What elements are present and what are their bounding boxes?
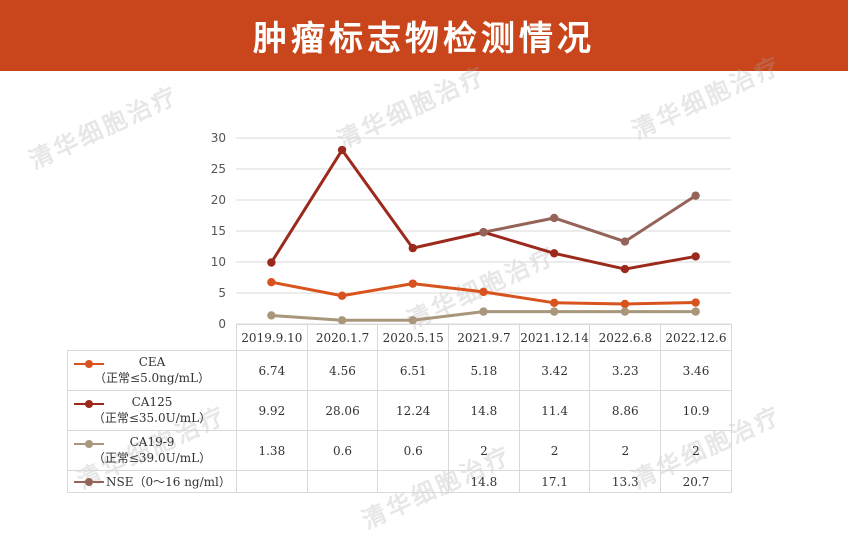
data-point bbox=[691, 191, 700, 200]
data-label bbox=[306, 470, 379, 493]
y-tick-label: 30 bbox=[211, 131, 226, 145]
page-title: 肿瘤标志物检测情况 bbox=[253, 19, 595, 59]
series-name: CA125 bbox=[131, 395, 173, 409]
category-header-row: 2019.9.10 2020.1.7 2020.5.15 2021.9.7 2021.1… bbox=[68, 324, 732, 351]
data-label: 3.46 bbox=[660, 350, 732, 391]
data-label: 8.86 bbox=[589, 390, 662, 431]
x-tick-label: 2020.1.7 bbox=[306, 324, 379, 351]
data-label: 0.6 bbox=[377, 430, 450, 471]
series-normal-range: （正常≤35.0U/mL） bbox=[92, 411, 212, 425]
legend-entry: NSE（0～16 ng/ml） bbox=[67, 470, 237, 493]
data-label: 6.51 bbox=[377, 350, 450, 391]
legend-swatch bbox=[74, 360, 104, 368]
data-label: 9.92 bbox=[236, 390, 308, 431]
data-point bbox=[691, 252, 700, 261]
data-point bbox=[337, 291, 347, 300]
x-tick-label: 2021.9.7 bbox=[448, 324, 520, 351]
data-label: 0.6 bbox=[306, 430, 379, 471]
series-line-1 bbox=[270, 148, 696, 271]
data-point bbox=[550, 213, 559, 223]
series-normal-range: （正常≤39.0U/mL） bbox=[92, 451, 212, 465]
data-label: 1.38 bbox=[236, 430, 308, 471]
data-label: 2 bbox=[518, 430, 591, 471]
data-point bbox=[620, 264, 630, 274]
data-label: 14.8 bbox=[448, 470, 520, 493]
x-tick-label: 2019.9.10 bbox=[236, 324, 308, 351]
x-tick-label: 2022.12.6 bbox=[660, 324, 732, 351]
legend-entry: CEA （正常≤5.0ng/mL） bbox=[67, 350, 237, 391]
x-tick-label: 2022.6.8 bbox=[589, 324, 662, 351]
data-label: 10.9 bbox=[660, 390, 732, 431]
data-point bbox=[620, 307, 630, 316]
data-label: 13.3 bbox=[589, 470, 662, 493]
data-label: 6.74 bbox=[236, 350, 308, 391]
data-point bbox=[550, 298, 559, 307]
y-tick-label: 20 bbox=[211, 193, 226, 207]
x-tick-label: 2021.12.14 bbox=[518, 324, 591, 351]
data-table: 2019.9.10 2020.1.7 2020.5.15 2021.9.7 2021.1… bbox=[67, 324, 732, 493]
y-tick-label: 25 bbox=[211, 162, 226, 176]
series-name: NSE（0～16 ng/ml） bbox=[106, 475, 231, 489]
legend-marker bbox=[85, 400, 93, 408]
y-tick-label: 5 bbox=[218, 286, 226, 300]
y-tick-label: 15 bbox=[211, 224, 226, 238]
data-point bbox=[620, 299, 630, 309]
table-row: CA19-9 （正常≤39.0U/mL） 1.38 0.6 0.6 2 2 2 2 bbox=[67, 430, 732, 471]
data-point bbox=[550, 307, 559, 316]
data-point bbox=[408, 279, 417, 288]
legend-entry: CA125 （正常≤35.0U/mL） bbox=[67, 390, 237, 431]
data-label bbox=[236, 470, 308, 493]
data-label: 5.18 bbox=[448, 350, 520, 391]
data-label: 3.42 bbox=[518, 350, 591, 391]
legend-swatch bbox=[74, 440, 104, 448]
data-label: 3.23 bbox=[589, 350, 662, 391]
legend-entry: CA19-9 （正常≤39.0U/mL） bbox=[67, 430, 237, 471]
data-label bbox=[377, 470, 450, 493]
data-point bbox=[337, 145, 347, 155]
data-label: 14.8 bbox=[448, 390, 520, 431]
data-point bbox=[267, 311, 276, 320]
legend-swatch bbox=[74, 478, 104, 486]
data-point bbox=[479, 228, 488, 237]
data-label: 17.1 bbox=[518, 470, 591, 493]
data-label: 28.06 bbox=[306, 390, 379, 431]
data-point bbox=[620, 237, 630, 246]
y-tick-label: 10 bbox=[211, 255, 226, 269]
data-point bbox=[691, 307, 700, 316]
legend-marker bbox=[85, 440, 93, 448]
table-row: NSE（0～16 ng/ml） 14.8 17.1 13.3 20.7 bbox=[67, 470, 732, 493]
data-label: 12.24 bbox=[377, 390, 450, 431]
x-tick-label: 2020.5.15 bbox=[377, 324, 450, 351]
legend-marker bbox=[85, 478, 93, 486]
data-point bbox=[408, 316, 417, 325]
series-name: CEA bbox=[138, 355, 166, 369]
data-point bbox=[408, 243, 417, 253]
data-point bbox=[479, 307, 488, 316]
legend-marker bbox=[85, 360, 93, 368]
data-label: 2 bbox=[660, 430, 732, 471]
legend-swatch bbox=[74, 400, 104, 408]
data-point bbox=[337, 316, 347, 325]
series-name: CA19-9 bbox=[129, 435, 175, 449]
data-label: 20.7 bbox=[660, 470, 732, 493]
data-point bbox=[479, 287, 488, 297]
title-banner: 肿瘤标志物检测情况 bbox=[0, 0, 848, 71]
table-corner bbox=[68, 325, 237, 351]
data-point bbox=[267, 258, 276, 267]
table-row: CEA （正常≤5.0ng/mL） 6.74 4.56 6.51 5.18 3.42 3.23… bbox=[67, 350, 732, 391]
data-point bbox=[691, 298, 700, 307]
series-normal-range: （正常≤5.0ng/mL） bbox=[94, 371, 210, 385]
data-label: 2 bbox=[448, 430, 520, 471]
table-row: CA125 （正常≤35.0U/mL） 9.92 28.06 12.24 14.8 11.4… bbox=[67, 390, 732, 431]
data-label: 4.56 bbox=[306, 350, 379, 391]
data-point bbox=[267, 278, 276, 287]
y-tick-label: 0 bbox=[218, 317, 226, 331]
series-line-3 bbox=[483, 194, 697, 244]
data-label: 2 bbox=[589, 430, 662, 471]
data-label: 11.4 bbox=[518, 390, 591, 431]
data-point bbox=[550, 249, 559, 258]
